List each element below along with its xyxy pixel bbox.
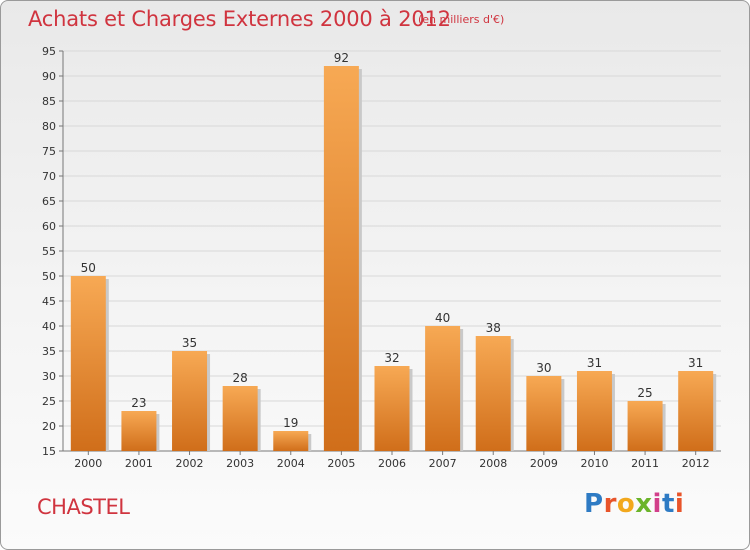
data-label-2003: 28 — [233, 371, 248, 385]
logo-letter: P — [584, 489, 604, 519]
logo-letter: x — [635, 489, 653, 519]
proxiti-logo[interactable]: Proxiti — [584, 489, 684, 519]
x-tick-label-2001: 2001 — [125, 457, 153, 470]
bar-2011 — [627, 401, 663, 451]
x-tick-label-2009: 2009 — [530, 457, 558, 470]
bar-2003 — [222, 386, 258, 451]
y-tick-label: 65 — [42, 195, 56, 208]
x-tick-label-2007: 2007 — [429, 457, 457, 470]
data-label-2006: 32 — [384, 351, 399, 365]
data-label-2005: 92 — [334, 51, 349, 65]
x-tick-label-2008: 2008 — [479, 457, 507, 470]
data-label-2010: 31 — [587, 356, 602, 370]
y-tick-label: 80 — [42, 120, 56, 133]
y-tick-label: 15 — [42, 445, 56, 458]
commune-name: CHASTEL — [37, 495, 130, 519]
y-tick-label: 40 — [42, 320, 56, 333]
data-label-2011: 25 — [637, 386, 652, 400]
bar-2005 — [323, 66, 359, 451]
data-label-2009: 30 — [536, 361, 551, 375]
bar-2000 — [70, 276, 106, 451]
logo-letter: i — [652, 489, 662, 519]
y-tick-label: 85 — [42, 95, 56, 108]
logo-letter: r — [603, 489, 617, 519]
x-tick-label-2004: 2004 — [277, 457, 305, 470]
y-tick-label: 75 — [42, 145, 56, 158]
data-label-2000: 50 — [81, 261, 96, 275]
logo-letter: t — [661, 489, 675, 519]
bars — [70, 66, 717, 451]
x-tick-label-2006: 2006 — [378, 457, 406, 470]
chart-unit: (en milliers d'€) — [418, 13, 505, 26]
y-tick-label: 45 — [42, 295, 56, 308]
x-tick-label-2003: 2003 — [226, 457, 254, 470]
bar-2006 — [374, 366, 410, 451]
bar-2009 — [526, 376, 562, 451]
bar-2004 — [273, 431, 309, 451]
x-tick-labels: 2000 2001 2002 2003 2004 2005 2006 2007 2008 2009… — [74, 451, 710, 470]
data-label-2008: 38 — [486, 321, 501, 335]
y-tick-label: 60 — [42, 220, 56, 233]
x-tick-label-2010: 2010 — [580, 457, 608, 470]
y-tick-labels: 15 20 25 30 35 40 45 50 55 60 65 70 75 80 85 90 95 — [42, 45, 63, 458]
chart-title: Achats et Charges Externes 2000 à 2012 — [28, 7, 451, 31]
bar-2008 — [475, 336, 511, 451]
x-tick-label-2002: 2002 — [176, 457, 204, 470]
data-label-2002: 35 — [182, 336, 197, 350]
data-label-2001: 23 — [131, 396, 146, 410]
logo-letter: i — [674, 489, 685, 519]
y-tick-label: 55 — [42, 245, 56, 258]
y-tick-label: 50 — [42, 270, 56, 283]
x-tick-label-2012: 2012 — [682, 457, 710, 470]
x-tick-label-2000: 2000 — [74, 457, 102, 470]
y-tick-label: 90 — [42, 70, 56, 83]
y-tick-label: 25 — [42, 395, 56, 408]
y-tick-label: 70 — [42, 170, 56, 183]
x-tick-label-2005: 2005 — [327, 457, 355, 470]
bar-2002 — [172, 351, 208, 451]
y-tick-label: 35 — [42, 345, 56, 358]
bar-2007 — [425, 326, 461, 451]
logo-letter: o — [616, 489, 636, 519]
y-tick-label: 30 — [42, 370, 56, 383]
bar-2012 — [678, 371, 714, 451]
data-label-2007: 40 — [435, 311, 450, 325]
bar-2010 — [576, 371, 612, 451]
data-labels: 50 23 35 28 19 92 32 40 38 30 31 25 31 — [81, 51, 704, 430]
data-label-2012: 31 — [688, 356, 703, 370]
bar-2001 — [121, 411, 157, 451]
y-tick-label: 20 — [42, 420, 56, 433]
x-tick-label-2011: 2011 — [631, 457, 659, 470]
data-label-2004: 19 — [283, 416, 298, 430]
y-tick-label: 95 — [42, 45, 56, 58]
